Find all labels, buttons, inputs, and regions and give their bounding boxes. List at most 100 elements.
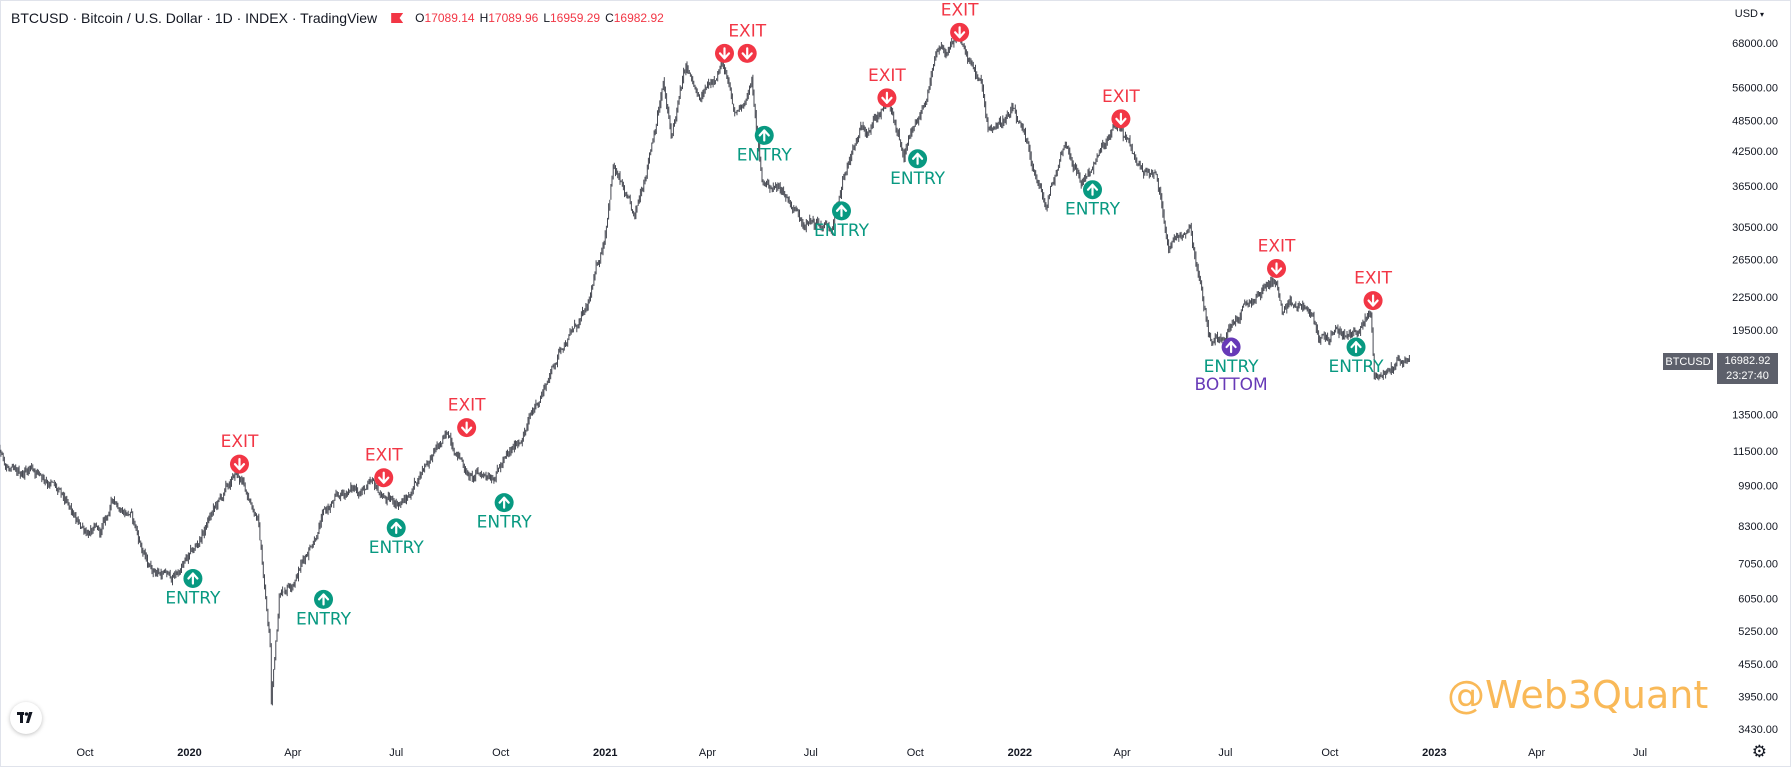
arrow-glyph bbox=[378, 471, 390, 484]
exit-signal[interactable]: EXIT bbox=[1354, 269, 1393, 311]
watermark-text: @Web3Quant bbox=[1447, 673, 1709, 717]
y-tick-label: 3950.00 bbox=[1738, 692, 1778, 704]
x-tick-label: Jul bbox=[1633, 747, 1647, 759]
ohlc-low: L16959.29 bbox=[543, 11, 601, 25]
x-tick-label: Apr bbox=[1113, 747, 1130, 759]
y-tick-label: 42500.00 bbox=[1732, 146, 1778, 158]
exit-signal[interactable]: EXIT bbox=[868, 66, 906, 108]
x-tick-label: 2020 bbox=[177, 747, 201, 759]
arrow-glyph bbox=[317, 593, 330, 606]
entry-signal[interactable]: ENTRY bbox=[1329, 337, 1385, 378]
x-tick-label: Jul bbox=[804, 747, 818, 759]
exit-signal[interactable]: EXIT bbox=[365, 446, 403, 488]
symbol-title[interactable]: BTCUSD · Bitcoin / U.S. Dollar · 1D · IN… bbox=[11, 10, 378, 26]
arrow-glyph bbox=[881, 91, 893, 104]
x-tick-label: Oct bbox=[492, 747, 509, 759]
y-tick-label: 7050.00 bbox=[1738, 559, 1778, 571]
entry-signal[interactable]: ENTRY bbox=[737, 125, 793, 166]
entry-label: ENTRY bbox=[1204, 357, 1260, 377]
entry-label: ENTRY bbox=[477, 513, 533, 533]
y-tick-label: 22500.00 bbox=[1732, 292, 1778, 304]
price-series bbox=[0, 33, 1410, 706]
x-tick-label: Apr bbox=[1528, 747, 1545, 759]
exit-signal[interactable]: EXIT bbox=[728, 21, 767, 63]
x-tick-label: Oct bbox=[76, 747, 93, 759]
x-tick-label: 2022 bbox=[1008, 747, 1032, 759]
y-tick-label: 13500.00 bbox=[1732, 409, 1778, 421]
x-tick-label: Jul bbox=[389, 747, 403, 759]
exit-label: EXIT bbox=[221, 432, 259, 452]
exit-label: EXIT bbox=[448, 396, 486, 416]
gear-icon[interactable]: ⚙ bbox=[1751, 742, 1767, 761]
arrow-glyph bbox=[498, 496, 510, 509]
arrow-glyph bbox=[1270, 262, 1283, 275]
arrow-glyph bbox=[835, 204, 848, 217]
y-tick-label: 68000.00 bbox=[1732, 38, 1778, 50]
entry-signal[interactable]: ENTRY bbox=[814, 201, 870, 241]
arrow-glyph bbox=[718, 47, 731, 60]
x-tick-label: Oct bbox=[907, 747, 924, 759]
arrow-glyph bbox=[1367, 294, 1379, 307]
arrow-glyph bbox=[954, 26, 966, 39]
price-axis[interactable]: 68000.00 56000.00 48500.00 42500.00 36500.00… bbox=[1732, 38, 1778, 736]
entry-signal[interactable]: ENTRY bbox=[296, 589, 352, 630]
currency-label: USD bbox=[1734, 8, 1758, 20]
exit-signal[interactable]: EXIT bbox=[1102, 87, 1140, 129]
exit-signal[interactable] bbox=[714, 43, 734, 63]
y-tick-label: 4550.00 bbox=[1738, 659, 1778, 671]
y-tick-label: 19500.00 bbox=[1732, 325, 1778, 337]
x-tick-label: Jul bbox=[1218, 747, 1232, 759]
exit-label: EXIT bbox=[941, 0, 979, 20]
entry-signal[interactable]: ENTRY bbox=[890, 149, 946, 189]
arrow-glyph bbox=[1225, 340, 1237, 354]
exit-signal[interactable]: EXIT bbox=[941, 0, 979, 42]
arrow-glyph bbox=[1350, 340, 1362, 354]
signals-layer: EXIT EXIT EXIT EXIT EXIT EXIT EXIT EXIT EXIT ENTR… bbox=[165, 0, 1392, 629]
currency-menu[interactable]: USD ▾ bbox=[1735, 8, 1764, 20]
tradingview-logo-icon[interactable] bbox=[10, 702, 42, 734]
arrow-glyph bbox=[461, 421, 473, 434]
y-tick-label: 30500.00 bbox=[1732, 222, 1778, 234]
arrow-glyph bbox=[233, 458, 246, 471]
exit-label: EXIT bbox=[1354, 269, 1392, 289]
x-tick-label: 2021 bbox=[593, 747, 617, 759]
entry-label: ENTRY bbox=[296, 609, 352, 629]
x-tick-label: Apr bbox=[284, 747, 301, 759]
exit-label: EXIT bbox=[868, 66, 906, 86]
entry-signal[interactable]: ENTRY bbox=[165, 568, 221, 609]
y-tick-label: 3430.00 bbox=[1738, 724, 1778, 736]
symbol-price-label: BTCUSD bbox=[1663, 353, 1713, 370]
exit-signal[interactable]: EXIT bbox=[1258, 236, 1296, 278]
y-tick-label: 9900.00 bbox=[1738, 481, 1778, 493]
exit-signal[interactable]: EXIT bbox=[221, 432, 259, 474]
y-tick-label: 36500.00 bbox=[1732, 181, 1778, 193]
entry-label: ENTRY bbox=[369, 538, 425, 558]
arrow-glyph bbox=[1115, 112, 1127, 125]
entry-signal[interactable]: ENTRY bbox=[1065, 180, 1121, 220]
time-axis[interactable]: Oct 2020 Apr Jul Oct 2021 Apr Jul Oct 2022 Apr Jul O… bbox=[76, 747, 1647, 759]
flag-icon[interactable] bbox=[391, 13, 404, 23]
bar-countdown: 23:27:40 bbox=[1726, 370, 1769, 382]
chart-header: BTCUSD · Bitcoin / U.S. Dollar · 1D · IN… bbox=[11, 10, 669, 26]
arrow-glyph bbox=[741, 47, 753, 60]
y-tick-label: 26500.00 bbox=[1732, 254, 1778, 266]
x-tick-label: Oct bbox=[1321, 747, 1338, 759]
entry-label: ENTRY bbox=[814, 221, 870, 241]
exit-signal[interactable]: EXIT bbox=[448, 396, 486, 438]
last-price: 16982.92 bbox=[1724, 355, 1771, 367]
entry-label: ENTRY bbox=[890, 169, 946, 189]
x-tick-label: Apr bbox=[699, 747, 716, 759]
ohlc-close: C16982.92 bbox=[605, 11, 664, 25]
arrow-glyph bbox=[187, 572, 199, 585]
price-bars bbox=[0, 33, 1410, 706]
tradingview-logo-mark bbox=[17, 712, 33, 723]
y-tick-label: 11500.00 bbox=[1733, 446, 1778, 458]
entry-signal[interactable]: ENTRY bbox=[477, 493, 533, 533]
exit-label: EXIT bbox=[728, 21, 766, 41]
entry-label: BOTTOM bbox=[1194, 375, 1267, 395]
entry-label: ENTRY bbox=[165, 588, 221, 608]
entry-signal[interactable]: ENTRY bbox=[369, 518, 425, 558]
arrow-glyph bbox=[390, 521, 402, 534]
